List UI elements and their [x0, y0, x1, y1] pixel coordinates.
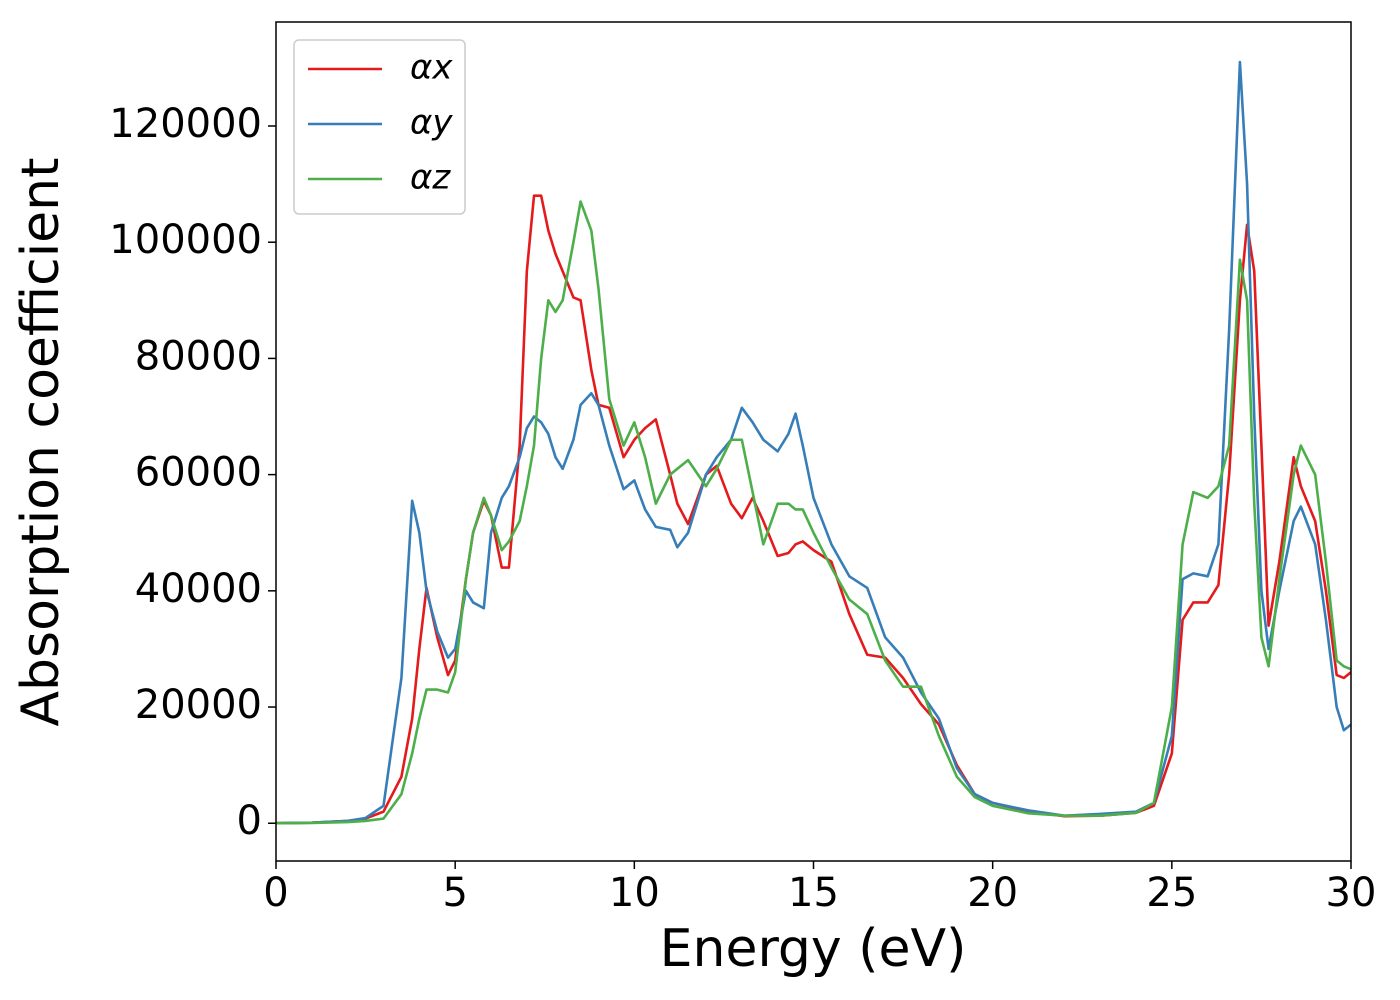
- y-tick-label: 0: [237, 798, 262, 844]
- y-axis-label: Absorption coefficient: [11, 157, 71, 726]
- y-tick-label: 20000: [135, 682, 262, 728]
- x-tick-label: 5: [442, 870, 467, 916]
- y-tick-label: 80000: [135, 333, 262, 379]
- legend-label: αz: [410, 158, 451, 198]
- legend-box: [293, 39, 466, 215]
- y-tick-label: 120000: [109, 101, 262, 147]
- y-tick-label: 60000: [135, 450, 262, 496]
- y-tick-label: 40000: [135, 566, 262, 612]
- x-tick-label: 20: [967, 870, 1018, 916]
- y-tick-label: 100000: [109, 217, 262, 263]
- x-axis-label: Energy (eV): [660, 919, 967, 979]
- plot-frame: [275, 21, 1352, 862]
- series-line: [276, 60, 1351, 825]
- x-tick-label: 25: [1146, 870, 1197, 916]
- legend-label: αy: [410, 103, 453, 143]
- x-tick-label: 15: [788, 870, 839, 916]
- x-tick-label: 10: [609, 870, 660, 916]
- x-tick-label: 30: [1326, 870, 1377, 916]
- series-line: [276, 200, 1351, 825]
- x-tick-label: 0: [263, 870, 288, 916]
- legend-label: αx: [410, 48, 453, 88]
